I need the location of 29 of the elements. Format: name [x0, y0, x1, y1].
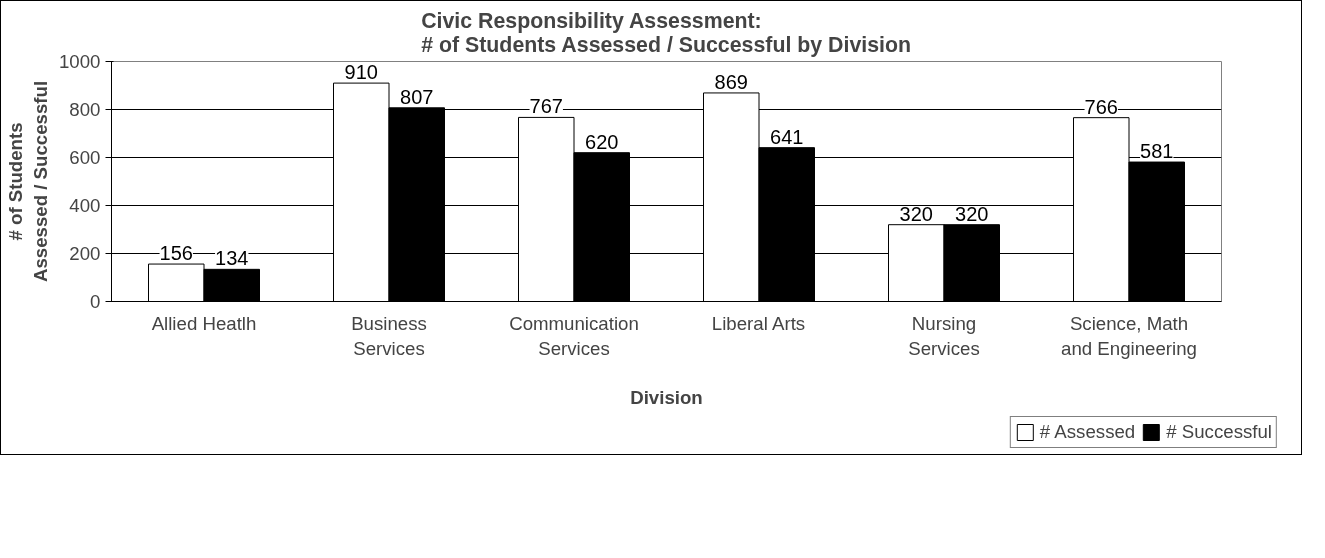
- x-tick-label: Communication Services: [509, 312, 639, 359]
- y-axis-title: # of Students Assessed / Successful: [4, 80, 51, 283]
- data-label: 869: [714, 70, 748, 93]
- data-label: 807: [400, 85, 434, 108]
- legend-label: # Assessed: [1039, 421, 1136, 443]
- data-label: 620: [585, 130, 619, 153]
- y-tick-label: 200: [69, 243, 101, 264]
- y-tick-label: 800: [69, 99, 101, 120]
- data-label: 134: [215, 247, 249, 270]
- x-tick-label: Science, Math and Engineering: [1061, 312, 1197, 359]
- x-tick-label: Nursing Services: [908, 312, 980, 359]
- chart-title: Civic Responsibility Assessment: # of Students Assessed / Successful by Division: [421, 8, 912, 57]
- legend-label: # Successful: [1166, 421, 1272, 443]
- data-label: 320: [899, 202, 933, 225]
- y-tick-label: 400: [69, 195, 101, 216]
- data-label: 581: [1140, 140, 1174, 163]
- data-label: 641: [770, 125, 804, 148]
- x-tick-label: Liberal Arts: [711, 312, 806, 334]
- x-tick-label: Allied Heatlh: [151, 312, 257, 334]
- x-tick-label: Business Services: [351, 312, 427, 359]
- data-label: 156: [159, 242, 193, 265]
- data-label: 910: [344, 61, 378, 84]
- y-tick-label: 0: [90, 291, 101, 312]
- data-label: 320: [955, 202, 989, 225]
- data-label: 767: [529, 95, 563, 118]
- y-tick-label: 1000: [59, 51, 101, 72]
- y-tick-label: 600: [69, 147, 101, 168]
- data-label: 766: [1084, 95, 1118, 118]
- x-axis-title: Division: [630, 386, 703, 408]
